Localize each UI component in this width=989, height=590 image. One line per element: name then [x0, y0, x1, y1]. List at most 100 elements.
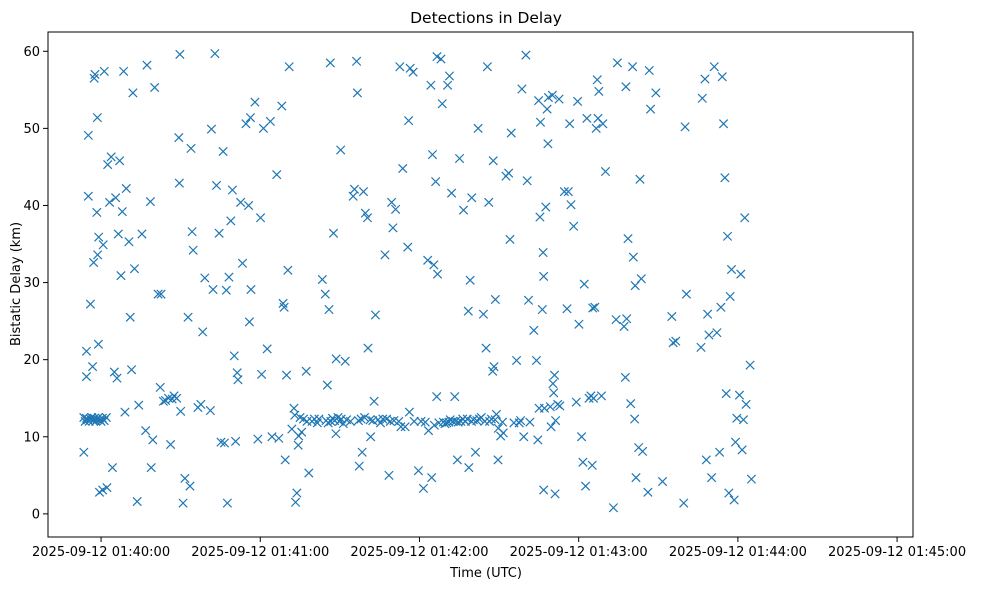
- data-point: [83, 130, 93, 140]
- data-point: [134, 400, 144, 410]
- data-point: [437, 99, 447, 109]
- data-point: [591, 123, 601, 133]
- y-tick-label: 20: [23, 353, 40, 368]
- data-point: [345, 416, 356, 426]
- data-point: [420, 417, 430, 427]
- data-point: [362, 213, 373, 223]
- data-point: [102, 483, 112, 493]
- data-point: [297, 427, 307, 437]
- data-point: [657, 476, 668, 487]
- data-point: [369, 396, 379, 406]
- data-point: [579, 279, 589, 289]
- data-point: [514, 418, 524, 428]
- data-point: [645, 104, 656, 114]
- data-point: [222, 498, 232, 508]
- data-point: [293, 440, 303, 450]
- data-point: [716, 302, 726, 312]
- data-point: [336, 145, 346, 155]
- data-point: [409, 416, 419, 426]
- data-point: [452, 455, 463, 465]
- data-point: [90, 69, 100, 80]
- data-point: [210, 48, 220, 59]
- data-point: [405, 63, 415, 73]
- data-point: [129, 264, 140, 274]
- x-axis: 2025-09-12 01:40:00 2025-09-12 01:41:00 20…: [32, 537, 966, 560]
- data-point: [445, 415, 455, 425]
- data-point: [714, 447, 725, 457]
- data-point: [630, 414, 640, 424]
- data-point: [681, 289, 692, 299]
- data-point: [226, 216, 236, 226]
- data-point: [112, 373, 122, 383]
- data-point: [525, 417, 535, 427]
- data-point: [704, 330, 714, 340]
- data-point: [720, 173, 730, 183]
- data-point: [116, 271, 126, 281]
- data-point: [729, 495, 739, 505]
- data-point: [635, 174, 645, 184]
- data-point: [124, 237, 134, 247]
- data-point: [730, 437, 741, 447]
- data-point: [622, 314, 632, 324]
- data-point: [549, 370, 560, 380]
- data-point: [571, 397, 581, 407]
- data-point: [736, 269, 746, 279]
- data-point: [304, 468, 314, 478]
- data-point: [562, 304, 572, 314]
- data-point: [98, 485, 108, 495]
- data-point: [326, 416, 336, 426]
- data-point: [280, 455, 290, 465]
- data-point: [230, 436, 241, 447]
- data-point: [737, 445, 747, 455]
- data-point: [324, 304, 334, 315]
- data-point: [489, 361, 499, 372]
- data-point: [237, 258, 248, 268]
- data-point: [331, 429, 341, 439]
- data-point: [214, 228, 224, 238]
- data-point: [491, 409, 502, 420]
- x-axis-label: Time (UTC): [449, 566, 522, 581]
- y-tick-label: 30: [23, 276, 40, 291]
- data-point: [582, 113, 592, 123]
- data-point: [317, 274, 327, 285]
- data-point: [145, 196, 156, 207]
- data-point: [366, 432, 376, 442]
- data-point: [359, 412, 370, 423]
- data-point: [745, 360, 755, 370]
- y-tick-label: 40: [23, 199, 40, 214]
- data-point: [320, 289, 330, 299]
- data-point: [623, 234, 633, 244]
- data-point: [186, 143, 196, 154]
- data-point: [125, 312, 135, 322]
- data-point: [272, 170, 282, 180]
- data-point: [592, 75, 602, 85]
- data-point: [328, 228, 339, 238]
- data-point: [472, 415, 482, 426]
- data-point: [703, 309, 713, 319]
- data-point: [522, 176, 532, 186]
- data-point: [465, 275, 475, 285]
- data-point: [111, 193, 121, 203]
- data-point: [738, 415, 749, 425]
- data-point: [725, 291, 735, 302]
- data-point: [588, 303, 598, 313]
- data-point: [96, 416, 106, 426]
- data-point: [187, 227, 197, 237]
- data-point: [426, 80, 436, 90]
- x-tick-label: 2025-09-12 01:41:00: [191, 545, 329, 560]
- data-point: [547, 90, 558, 100]
- data-point: [265, 116, 275, 127]
- data-point: [488, 156, 498, 166]
- data-point: [188, 245, 198, 255]
- data-point: [146, 462, 156, 473]
- data-point: [554, 94, 564, 104]
- data-point: [357, 447, 367, 457]
- data-point: [578, 457, 588, 467]
- data-point: [600, 166, 611, 177]
- data-point: [427, 149, 438, 160]
- data-point: [423, 255, 433, 265]
- data-point: [726, 264, 737, 275]
- data-point: [467, 193, 477, 203]
- data-point: [541, 202, 551, 212]
- data-point: [706, 473, 717, 483]
